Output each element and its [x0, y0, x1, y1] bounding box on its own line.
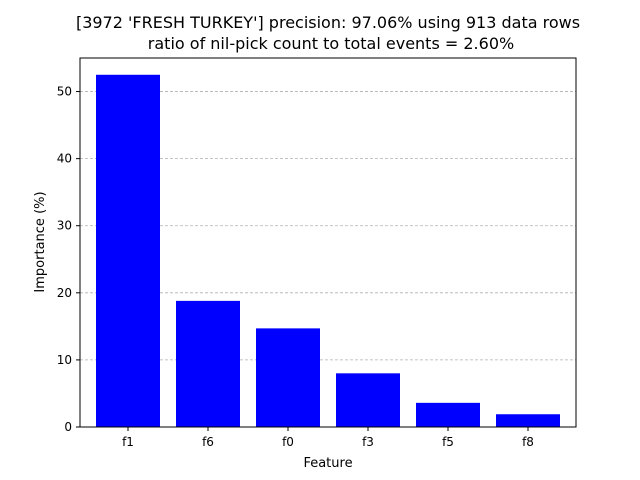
- bar-f8: [496, 414, 560, 427]
- x-tick-label-f5: f5: [442, 435, 454, 449]
- bar-f0: [256, 328, 320, 427]
- x-tick-label-f6: f6: [202, 435, 214, 449]
- bar-f3: [336, 373, 400, 427]
- y-tick-label: 0: [64, 420, 72, 434]
- plot-area-frame: [79, 57, 577, 428]
- y-tick-label: 20: [57, 286, 72, 300]
- y-axis-ticks: 0 10 20 30 40 50: [57, 85, 80, 434]
- y-tick-label: 40: [57, 152, 72, 166]
- y-tick-label: 10: [57, 353, 72, 367]
- bar-f6: [176, 300, 240, 427]
- y-tick-label: 50: [57, 85, 72, 99]
- x-tick-label-f0: f0: [282, 435, 294, 449]
- x-axis-ticks: f1 f6 f0 f3 f5 f8: [122, 427, 534, 449]
- y-tick-label: 30: [57, 219, 72, 233]
- y-axis-label: Importance (%): [33, 191, 48, 292]
- x-axis-label: Feature: [303, 456, 352, 471]
- x-tick-label-f8: f8: [522, 435, 534, 449]
- x-tick-label-f3: f3: [362, 435, 374, 449]
- bars: [96, 74, 560, 427]
- chart-subtitle: ratio of nil-pick count to total events …: [148, 34, 514, 53]
- y-gridlines: [80, 91, 576, 361]
- x-tick-label-f1: f1: [122, 435, 134, 449]
- chart-title: [3972 'FRESH TURKEY'] precision: 97.06% …: [76, 13, 580, 32]
- bar-f5: [416, 402, 480, 427]
- bar-f1: [96, 74, 160, 427]
